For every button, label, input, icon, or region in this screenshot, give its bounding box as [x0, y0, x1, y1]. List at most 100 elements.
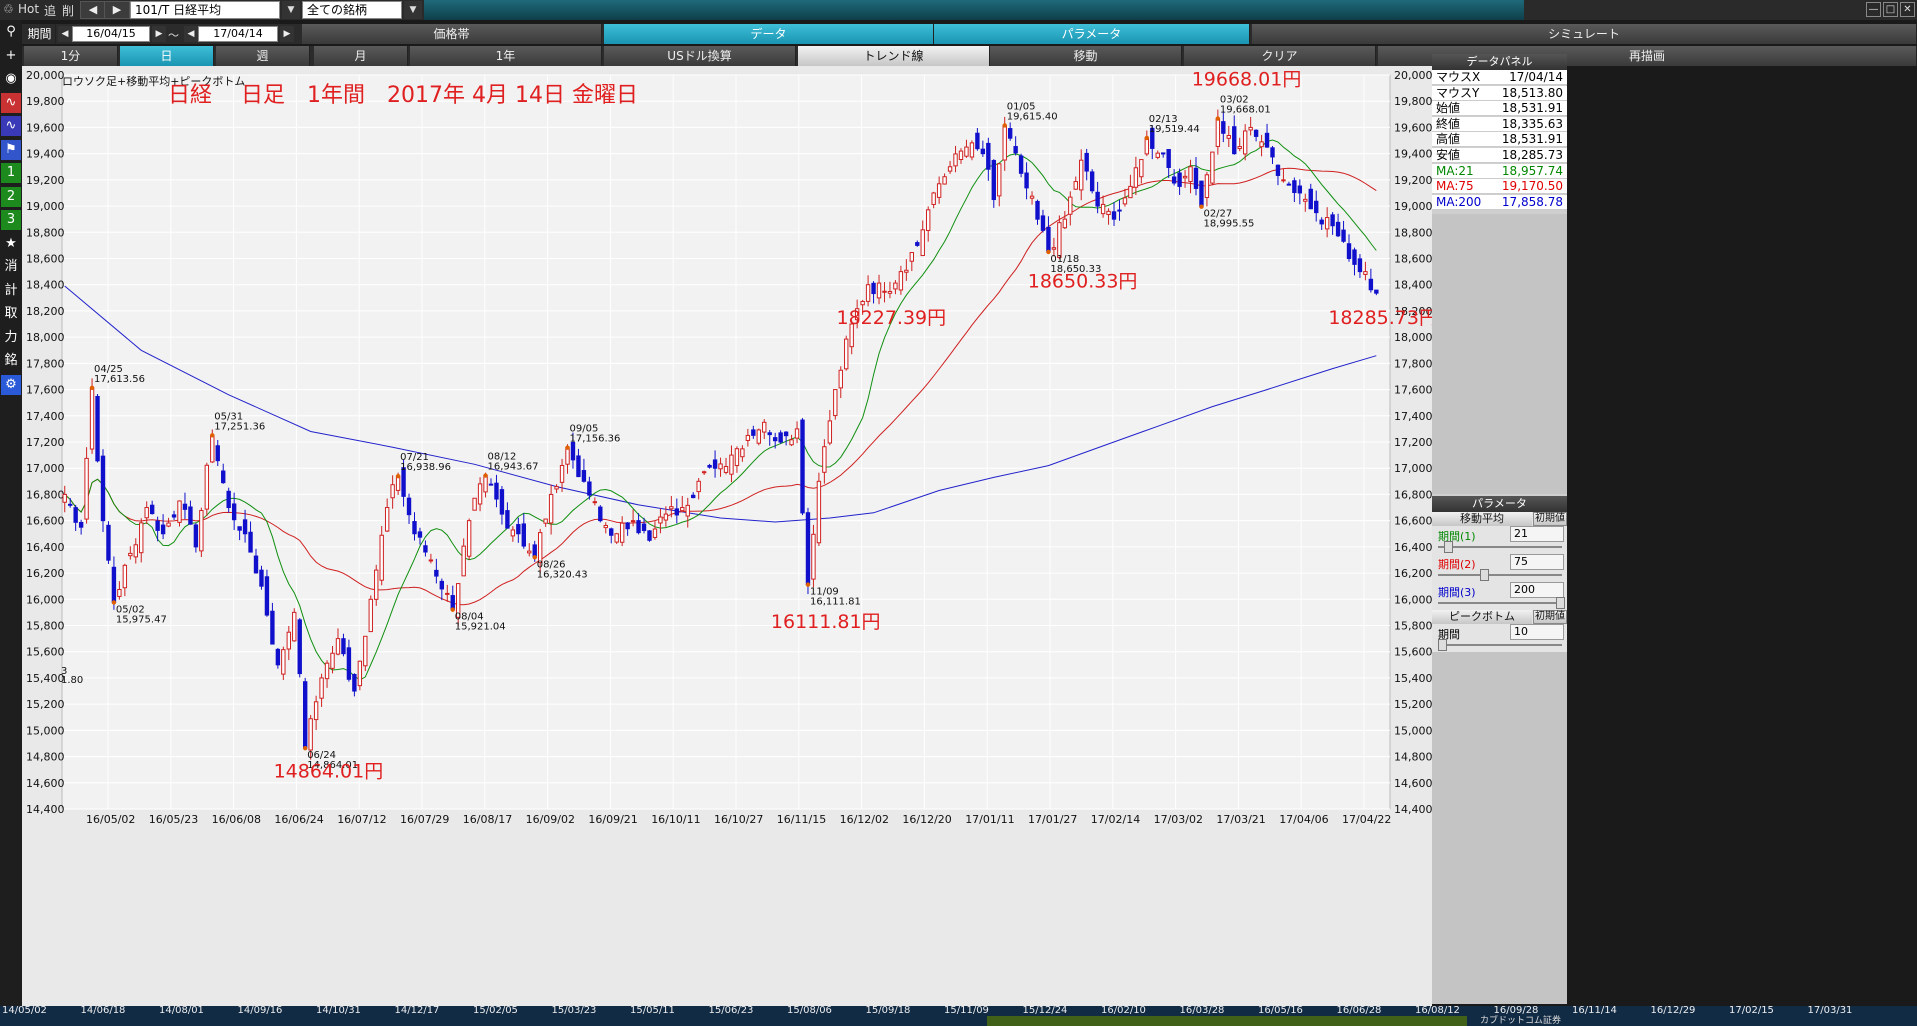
- period1-input[interactable]: 21: [1510, 526, 1564, 542]
- start-next-icon[interactable]: ▶: [152, 26, 166, 42]
- candle-body: [986, 142, 991, 170]
- toolbar-button-11[interactable]: 消: [1, 257, 21, 277]
- candle-body: [357, 660, 363, 687]
- period2-slider[interactable]: [1438, 574, 1562, 576]
- period3-slider[interactable]: [1438, 602, 1562, 604]
- candle-body: [652, 528, 658, 538]
- y-tick-left: 16,800: [26, 488, 65, 501]
- hot-button[interactable]: Hot: [18, 2, 40, 16]
- history-date-label: 16/02/10: [1101, 1005, 1146, 1016]
- interval-tab-4[interactable]: 月: [314, 46, 408, 66]
- data-row: 高値 18,531.91: [1432, 132, 1567, 148]
- candle-body: [915, 242, 920, 246]
- interval-tab-8[interactable]: 移動: [990, 46, 1182, 66]
- ma-reset-button[interactable]: 初期値: [1533, 512, 1567, 526]
- period3-input[interactable]: 200: [1510, 582, 1564, 598]
- tab-2[interactable]: データ: [604, 24, 934, 44]
- pb-period-input[interactable]: 10: [1510, 624, 1564, 640]
- candle-body: [691, 494, 696, 499]
- y-tick-left: 17,200: [26, 436, 65, 449]
- chevron-down-icon[interactable]: ▼: [404, 1, 422, 19]
- candle-body: [1314, 200, 1319, 214]
- flag-icon[interactable]: ⚑: [1, 139, 21, 160]
- data-row-key: 高値: [1436, 132, 1461, 147]
- candle-body: [313, 701, 319, 721]
- start-date-input[interactable]: 16/04/15: [72, 26, 150, 42]
- y-tick-left: 19,200: [26, 174, 65, 187]
- interval-tab-7[interactable]: トレンド線: [798, 46, 990, 66]
- lightbulb-icon[interactable]: ♲: [3, 2, 14, 16]
- end-prev-icon[interactable]: ◀: [184, 26, 198, 42]
- maximize-icon[interactable]: □: [1883, 2, 1898, 17]
- toolbar-button-7[interactable]: 1: [1, 163, 21, 183]
- peak-date-label: 08/04: [455, 612, 484, 623]
- candle-body: [718, 463, 723, 470]
- pb-period-slider-knob[interactable]: [1438, 639, 1447, 651]
- peak-marker: [1199, 204, 1204, 209]
- period2-slider-knob[interactable]: [1480, 569, 1489, 581]
- x-tick-label: 17/01/27: [1028, 813, 1077, 826]
- history-selected-range[interactable]: [987, 1016, 1467, 1026]
- tab-1[interactable]: 価格帯: [302, 24, 602, 44]
- line-chart-icon[interactable]: ∿: [1, 92, 21, 113]
- interval-tab-2[interactable]: 日: [120, 46, 214, 66]
- toolbar-button-8[interactable]: 2: [1, 186, 21, 207]
- toolbar-button-12[interactable]: 計: [1, 280, 21, 301]
- tab-3[interactable]: パラメータ: [934, 24, 1250, 44]
- end-next-icon[interactable]: ▶: [280, 26, 294, 42]
- candle-body: [445, 592, 450, 595]
- x-tick-label: 16/07/12: [337, 813, 386, 826]
- candle-body: [926, 209, 931, 231]
- y-tick-left: 16,600: [26, 515, 65, 528]
- start-prev-icon[interactable]: ◀: [58, 26, 72, 42]
- peak-value-label: 18,650.33: [1050, 264, 1101, 275]
- toolbar-button-15[interactable]: 銘: [1, 351, 21, 371]
- pb-period-slider[interactable]: [1438, 644, 1562, 646]
- history-date-label: 15/08/06: [787, 1005, 832, 1016]
- chart-area[interactable]: 20,000 20,000 19,800 19,800 19,600 19,600 19,4…: [22, 66, 1432, 1006]
- candle-body: [1341, 229, 1346, 242]
- interval-tab-9[interactable]: クリア: [1184, 46, 1376, 66]
- candle-body: [95, 395, 100, 462]
- data-row: 始値 18,531.91: [1432, 101, 1567, 117]
- data-row-key: MA:75: [1436, 179, 1474, 194]
- next-symbol-button[interactable]: ▶: [104, 1, 130, 19]
- candle-body: [882, 290, 887, 293]
- interval-tab-6[interactable]: USドル換算: [604, 46, 796, 66]
- interval-tab-1[interactable]: 1分: [24, 46, 118, 66]
- candle-body: [920, 229, 925, 257]
- candle-body: [1199, 180, 1204, 208]
- toolbar-button-10[interactable]: ★: [1, 233, 21, 254]
- close-icon[interactable]: ✕: [1900, 2, 1915, 17]
- chevron-down-icon[interactable]: ▼: [282, 1, 300, 19]
- period1-slider-knob[interactable]: [1444, 541, 1453, 553]
- interval-tab-5[interactable]: 1年: [410, 46, 602, 66]
- data-panel-title: データパネル: [1432, 54, 1567, 70]
- tab-4[interactable]: シミュレート: [1252, 24, 1917, 44]
- filter-select[interactable]: 全ての銘柄: [302, 1, 402, 19]
- symbol-select[interactable]: 101/T 日経平均: [130, 1, 280, 19]
- plus-icon[interactable]: +: [1, 45, 21, 66]
- search-icon[interactable]: ⚲: [1, 22, 21, 42]
- minimize-icon[interactable]: —: [1866, 2, 1881, 17]
- candlestick-chart[interactable]: 20,000 20,000 19,800 19,800 19,600 19,600 19,4…: [22, 66, 1432, 1006]
- toolbar-button-9[interactable]: 3: [1, 210, 21, 230]
- candle-body: [488, 483, 494, 486]
- interval-tab-3[interactable]: 週: [216, 46, 310, 66]
- peak-bottom-reset-button[interactable]: 初期値: [1533, 610, 1567, 624]
- period1-slider[interactable]: [1438, 546, 1562, 548]
- toolbar-button-14[interactable]: 力: [1, 327, 21, 348]
- toolbar-button-13[interactable]: 取: [1, 304, 21, 324]
- candle-body: [1248, 126, 1253, 131]
- end-date-input[interactable]: 17/04/14: [198, 26, 278, 42]
- gear-icon[interactable]: ⚙: [1, 374, 21, 395]
- prev-symbol-button[interactable]: ◀: [80, 1, 106, 19]
- history-scrollbar[interactable]: 14/05/02 14/06/18 14/08/01 14/09/16 14/10/31…: [0, 1006, 1917, 1026]
- period2-input[interactable]: 75: [1510, 554, 1564, 570]
- line-chart-2-icon[interactable]: ∿: [1, 116, 21, 136]
- period3-slider-knob[interactable]: [1556, 597, 1565, 609]
- add-button[interactable]: 追: [44, 4, 57, 18]
- delete-button[interactable]: 削: [62, 4, 75, 18]
- y-tick-left: 17,800: [26, 357, 65, 370]
- camera-icon[interactable]: ◉: [1, 69, 21, 89]
